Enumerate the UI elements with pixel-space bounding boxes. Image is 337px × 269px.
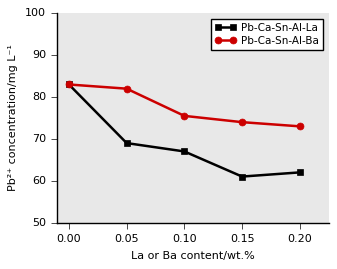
X-axis label: La or Ba content/wt.%: La or Ba content/wt.% xyxy=(131,251,255,261)
Y-axis label: Pb²⁺ concentration/mg L⁻¹: Pb²⁺ concentration/mg L⁻¹ xyxy=(8,45,18,192)
Pb-Ca-Sn-Al-La xyxy=(240,175,244,178)
Pb-Ca-Sn-Al-La xyxy=(298,171,302,174)
Line: Pb-Ca-Sn-Al-La: Pb-Ca-Sn-Al-La xyxy=(65,81,303,180)
Pb-Ca-Sn-Al-La xyxy=(182,150,186,153)
Pb-Ca-Sn-Al-Ba xyxy=(125,87,129,90)
Pb-Ca-Sn-Al-La xyxy=(67,83,71,86)
Pb-Ca-Sn-Al-Ba xyxy=(182,114,186,118)
Pb-Ca-Sn-Al-Ba xyxy=(298,125,302,128)
Pb-Ca-Sn-Al-Ba xyxy=(240,121,244,124)
Legend: Pb-Ca-Sn-Al-La, Pb-Ca-Sn-Al-Ba: Pb-Ca-Sn-Al-La, Pb-Ca-Sn-Al-Ba xyxy=(211,19,324,50)
Line: Pb-Ca-Sn-Al-Ba: Pb-Ca-Sn-Al-Ba xyxy=(65,81,303,130)
Pb-Ca-Sn-Al-Ba xyxy=(67,83,71,86)
Pb-Ca-Sn-Al-La xyxy=(125,141,129,145)
